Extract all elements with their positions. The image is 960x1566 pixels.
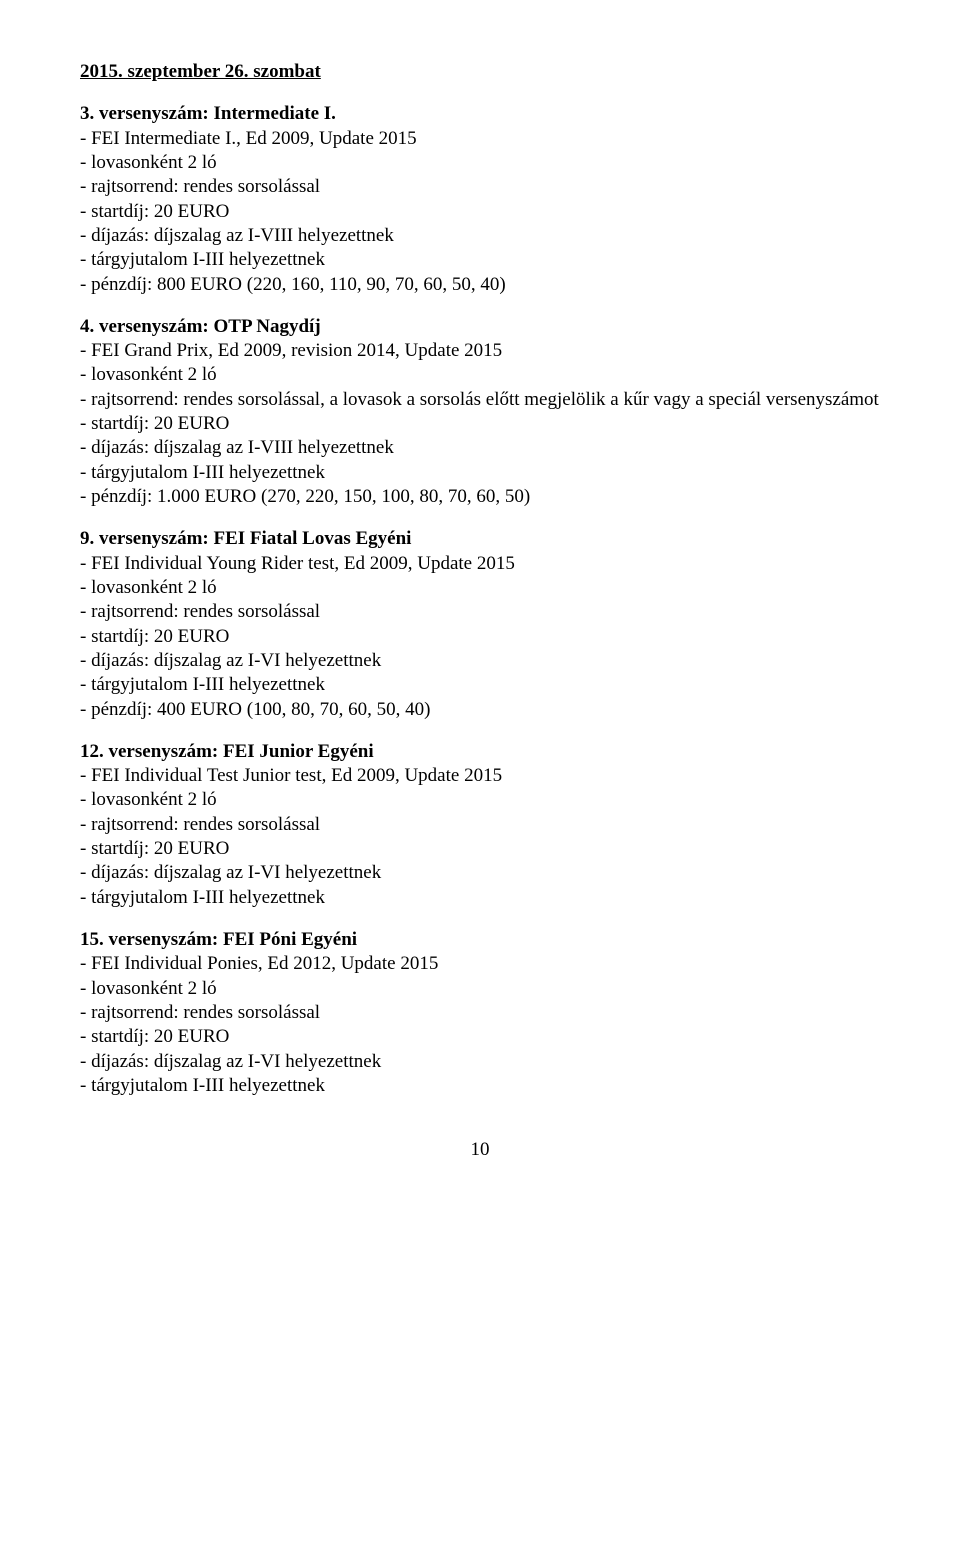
event-line: - rajtsorrend: rendes sorsolással, a lov…	[80, 388, 880, 412]
event-title: 12. versenyszám: FEI Junior Egyéni	[80, 740, 880, 764]
event-block-4: 15. versenyszám: FEI Póni Egyéni - FEI I…	[80, 928, 880, 1098]
event-block-2: 9. versenyszám: FEI Fiatal Lovas Egyéni …	[80, 527, 880, 722]
event-line: - pénzdíj: 800 EURO (220, 160, 110, 90, …	[80, 273, 880, 297]
event-line: - startdíj: 20 EURO	[80, 200, 880, 224]
event-line: - FEI Individual Ponies, Ed 2012, Update…	[80, 952, 880, 976]
event-line: - lovasonként 2 ló	[80, 576, 880, 600]
event-line: - pénzdíj: 1.000 EURO (270, 220, 150, 10…	[80, 485, 880, 509]
event-line: - díjazás: díjszalag az I-VIII helyezett…	[80, 224, 880, 248]
event-line: - FEI Intermediate I., Ed 2009, Update 2…	[80, 127, 880, 151]
event-line: - tárgyjutalom I-III helyezettnek	[80, 248, 880, 272]
event-line: - startdíj: 20 EURO	[80, 1025, 880, 1049]
event-title: 4. versenyszám: OTP Nagydíj	[80, 315, 880, 339]
page-number: 10	[80, 1138, 880, 1162]
event-line: - díjazás: díjszalag az I-VI helyezettne…	[80, 861, 880, 885]
event-line: - rajtsorrend: rendes sorsolással	[80, 813, 880, 837]
event-block-0: 3. versenyszám: Intermediate I. - FEI In…	[80, 102, 880, 297]
event-title: 3. versenyszám: Intermediate I.	[80, 102, 880, 126]
event-line: - startdíj: 20 EURO	[80, 625, 880, 649]
event-block-3: 12. versenyszám: FEI Junior Egyéni - FEI…	[80, 740, 880, 910]
event-line: - tárgyjutalom I-III helyezettnek	[80, 673, 880, 697]
event-line: - díjazás: díjszalag az I-VI helyezettne…	[80, 1050, 880, 1074]
event-line: - tárgyjutalom I-III helyezettnek	[80, 461, 880, 485]
event-title: 15. versenyszám: FEI Póni Egyéni	[80, 928, 880, 952]
event-line: - díjazás: díjszalag az I-VIII helyezett…	[80, 436, 880, 460]
event-line: - lovasonként 2 ló	[80, 977, 880, 1001]
event-line: - startdíj: 20 EURO	[80, 412, 880, 436]
event-line: - FEI Individual Young Rider test, Ed 20…	[80, 552, 880, 576]
event-line: - lovasonként 2 ló	[80, 363, 880, 387]
event-line: - startdíj: 20 EURO	[80, 837, 880, 861]
date-header: 2015. szeptember 26. szombat	[80, 61, 321, 82]
event-line: - lovasonként 2 ló	[80, 151, 880, 175]
event-line: - pénzdíj: 400 EURO (100, 80, 70, 60, 50…	[80, 698, 880, 722]
event-block-1: 4. versenyszám: OTP Nagydíj - FEI Grand …	[80, 315, 880, 510]
event-line: - tárgyjutalom I-III helyezettnek	[80, 1074, 880, 1098]
event-line: - lovasonként 2 ló	[80, 788, 880, 812]
event-line: - tárgyjutalom I-III helyezettnek	[80, 886, 880, 910]
event-title: 9. versenyszám: FEI Fiatal Lovas Egyéni	[80, 527, 880, 551]
event-line: - rajtsorrend: rendes sorsolással	[80, 175, 880, 199]
event-line: - rajtsorrend: rendes sorsolással	[80, 1001, 880, 1025]
event-line: - díjazás: díjszalag az I-VI helyezettne…	[80, 649, 880, 673]
event-line: - rajtsorrend: rendes sorsolással	[80, 600, 880, 624]
event-line: - FEI Individual Test Junior test, Ed 20…	[80, 764, 880, 788]
event-line: - FEI Grand Prix, Ed 2009, revision 2014…	[80, 339, 880, 363]
